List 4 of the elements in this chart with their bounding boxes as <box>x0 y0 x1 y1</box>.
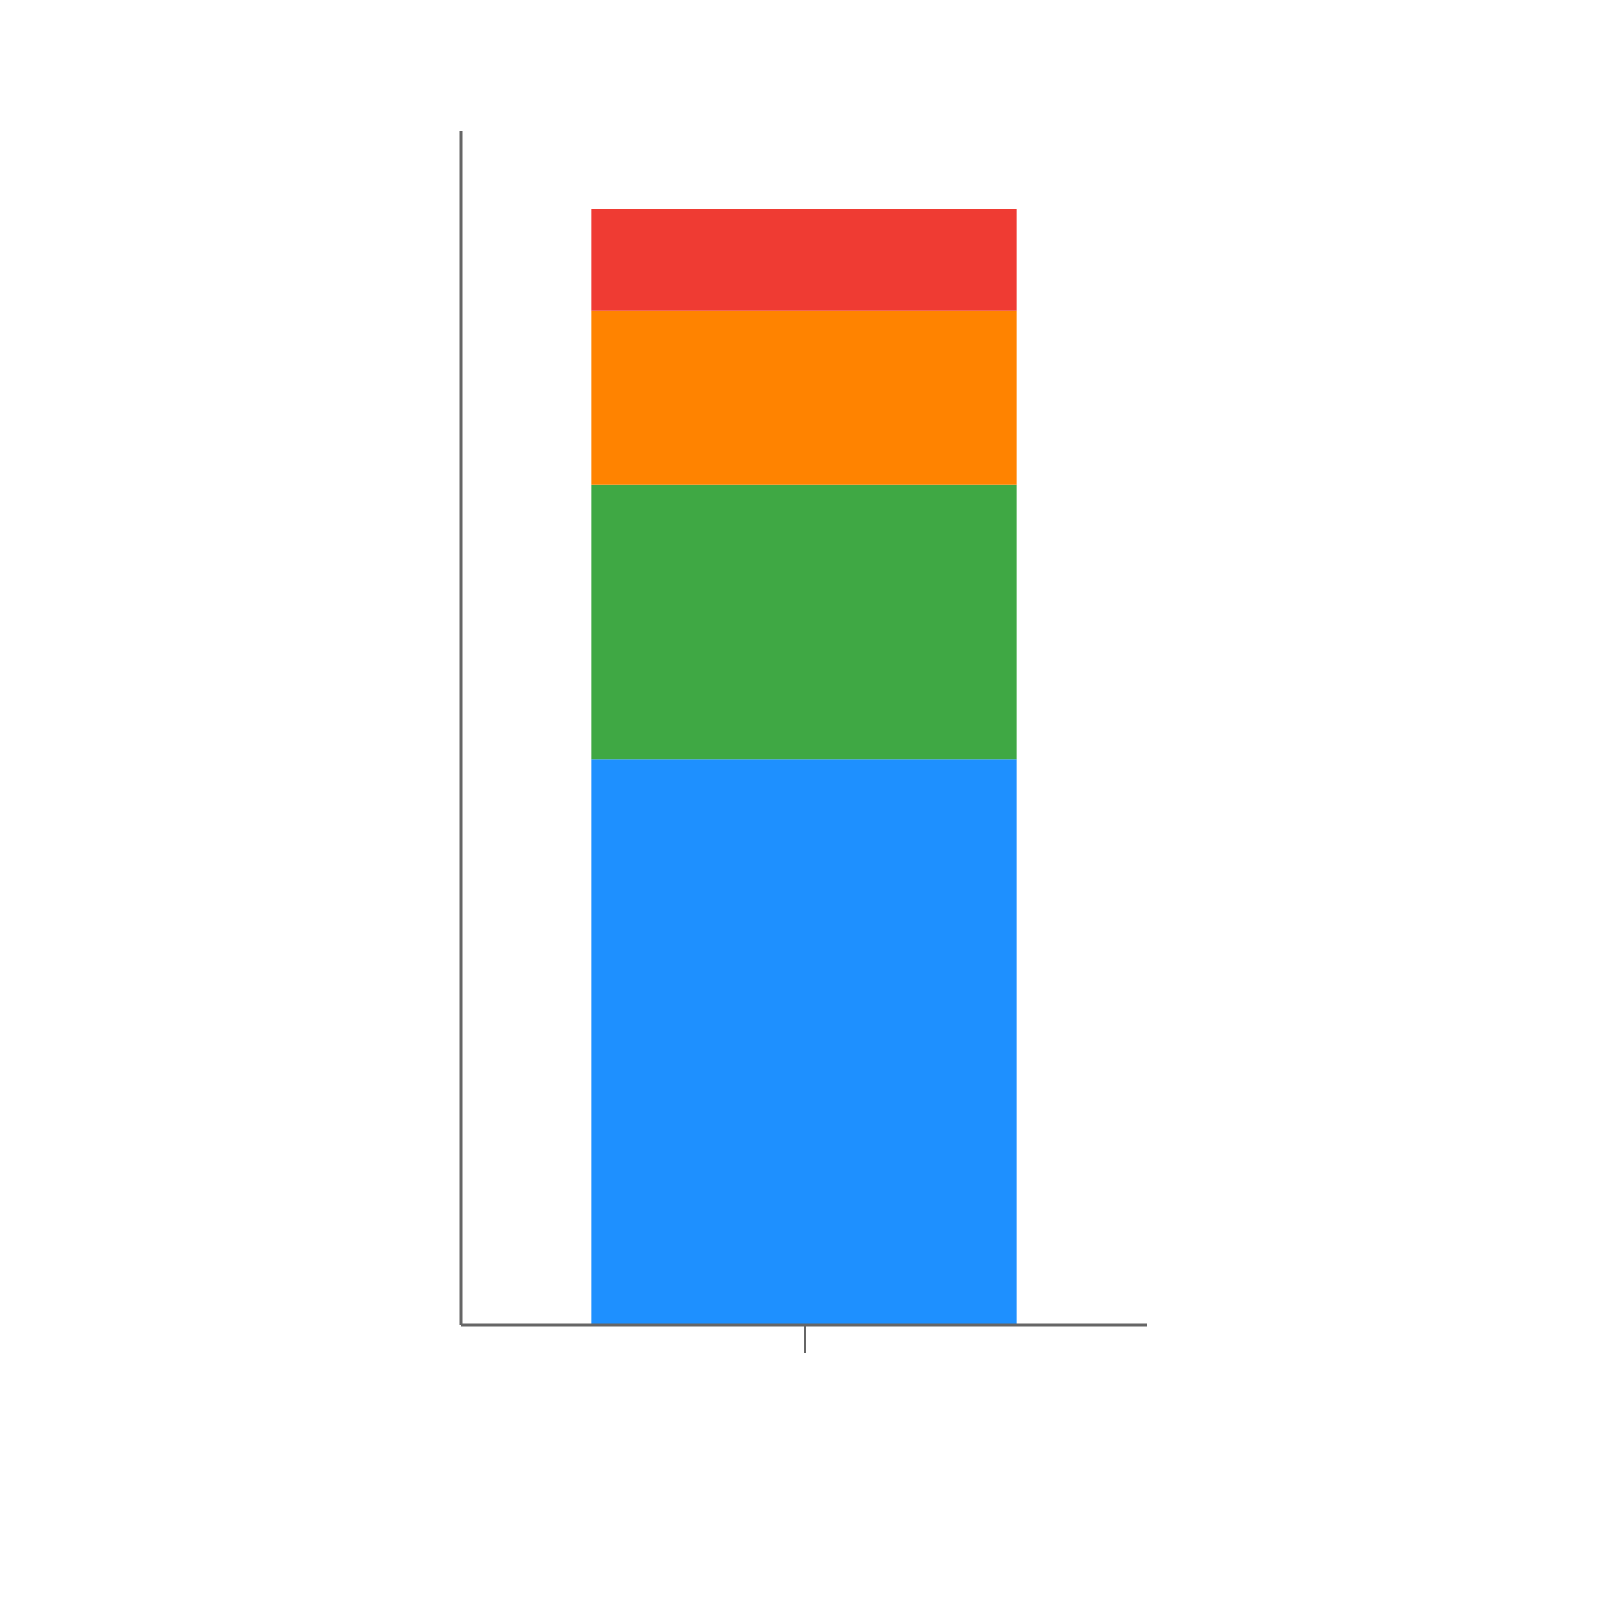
bar <box>591 209 1017 311</box>
bar <box>591 310 1017 485</box>
bar <box>591 759 1017 1325</box>
bar <box>591 484 1017 760</box>
